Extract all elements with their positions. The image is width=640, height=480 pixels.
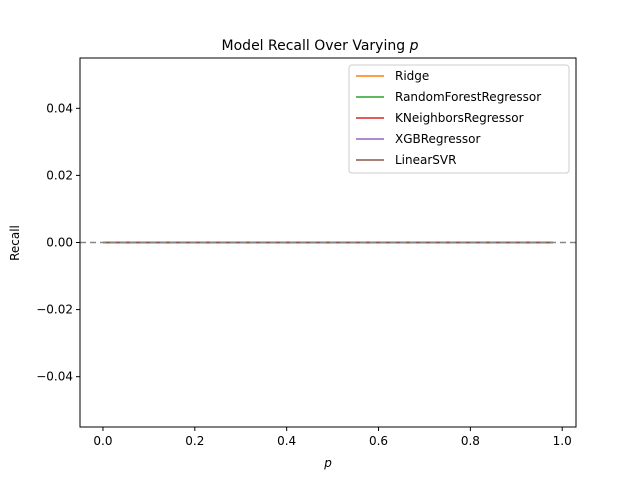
x-axis: 0.0 0.2 0.4 0.6 0.8 1.0 (93, 427, 572, 448)
chart-title: Model Recall Over Varying p (222, 38, 419, 54)
legend-label: RandomForestRegressor (395, 90, 541, 104)
x-tick-label: 0.6 (369, 434, 388, 448)
x-tick-label: 0.2 (185, 434, 204, 448)
legend: Ridge RandomForestRegressor KNeighborsRegr… (348, 64, 570, 174)
x-tick-label: 0.8 (461, 434, 480, 448)
y-tick-label: 0.02 (46, 168, 73, 182)
y-tick-label: −0.04 (36, 370, 73, 384)
legend-box (348, 64, 570, 174)
legend-label: LinearSVR (395, 153, 456, 167)
x-tick-label: 0.4 (277, 434, 296, 448)
y-axis-label: Recall (8, 225, 22, 261)
chart-title-text: Model Recall Over Varying (222, 38, 406, 54)
chart-title-variable: p (409, 38, 419, 54)
legend-label: KNeighborsRegressor (395, 111, 524, 125)
legend-label: Ridge (395, 69, 429, 83)
y-axis: 0.04 0.02 0.00 −0.02 −0.04 (36, 101, 80, 384)
x-axis-label: p (323, 456, 332, 470)
x-tick-label: 0.0 (93, 434, 112, 448)
legend-label: XGBRegressor (395, 132, 480, 146)
x-tick-label: 1.0 (553, 434, 572, 448)
y-tick-label: 0.04 (46, 101, 73, 115)
y-tick-label: −0.02 (36, 303, 73, 317)
y-tick-label: 0.00 (46, 236, 73, 250)
